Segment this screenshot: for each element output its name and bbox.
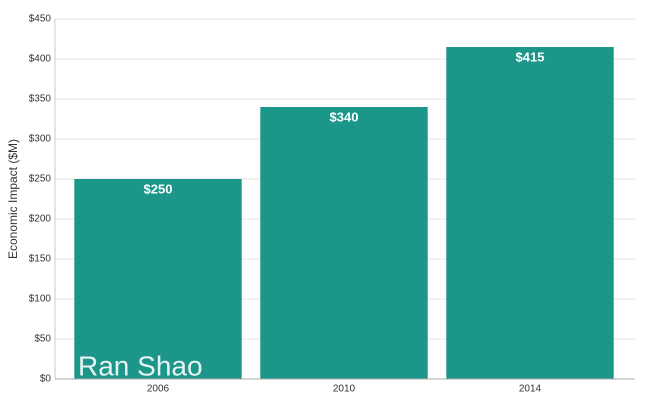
x-tick-label: 2006: [147, 384, 170, 395]
x-tick-label: 2014: [519, 384, 542, 395]
y-tick-label: $150: [29, 254, 52, 265]
y-tick-label: $50: [34, 334, 51, 345]
watermark: Ran Shao: [78, 350, 203, 381]
bar: [74, 179, 242, 379]
y-tick-label: $300: [29, 134, 52, 145]
y-tick-label: $250: [29, 174, 52, 185]
value-label: $250: [144, 181, 173, 196]
y-tick-label: $450: [29, 14, 52, 25]
y-tick-label: $0: [40, 374, 52, 385]
value-label: $340: [330, 109, 359, 124]
x-tick-label: 2010: [333, 384, 356, 395]
y-tick-label: $400: [29, 54, 52, 65]
y-tick-label: $200: [29, 214, 52, 225]
y-axis-title: Economic Impact ($M): [6, 139, 20, 259]
bar: [446, 47, 614, 379]
bar: [260, 107, 428, 379]
value-label: $415: [516, 49, 545, 64]
y-tick-label: $350: [29, 94, 52, 105]
y-tick-label: $100: [29, 294, 52, 305]
